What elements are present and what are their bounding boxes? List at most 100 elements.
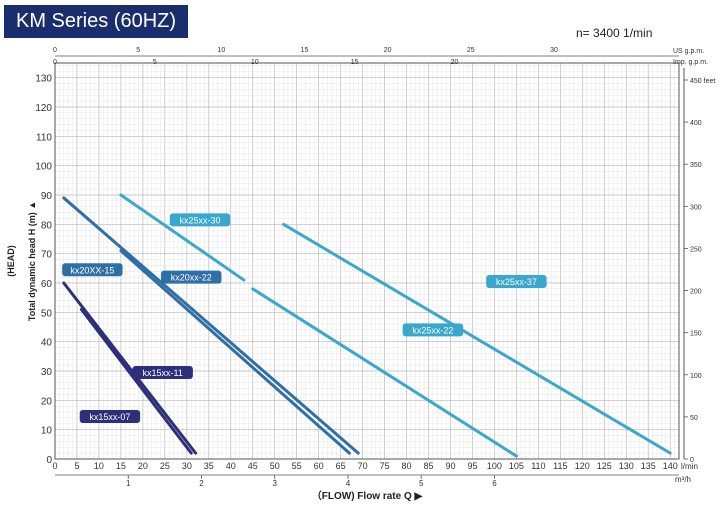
- impgpm-tick-label: 0: [53, 59, 57, 66]
- x-tick-label: 130: [619, 461, 634, 471]
- y-tick-label: 70: [41, 250, 53, 261]
- y-axis-outer-label: (HEAD): [6, 245, 16, 277]
- series-label: kx15xx-11: [142, 368, 182, 378]
- x-tick-label: 55: [292, 461, 302, 471]
- series-line-kx25xx-30: [119, 193, 246, 282]
- m3h-tick-label: 6: [492, 479, 497, 488]
- x-tick-label: 120: [575, 461, 590, 471]
- y-tick-label: 90: [41, 191, 53, 202]
- y-tick-label: 110: [36, 132, 52, 143]
- x-tick-label: 50: [270, 461, 280, 471]
- series-line-kx15xx-07: [79, 307, 193, 455]
- series-line-kx25xx-22: [251, 287, 518, 458]
- y-tick-label: 100: [35, 162, 52, 173]
- m3h-tick-label: 4: [346, 479, 351, 488]
- x-tick-label: 95: [467, 461, 477, 471]
- usgpm-unit: US g.p.m.: [673, 48, 704, 55]
- x-tick-label: 70: [358, 461, 368, 471]
- feet-tick-label: 0: [690, 457, 694, 464]
- y-tick-label: 30: [41, 367, 53, 378]
- series-line-kx20XX-15: [62, 196, 360, 455]
- y-axis-label: Total dynamic head H (m) ▲: [27, 201, 37, 321]
- x-tick-label: 125: [597, 461, 612, 471]
- x-tick-label: 135: [641, 461, 656, 471]
- series-label: kx20XX-15: [70, 265, 114, 275]
- series-line-kx15xx-11: [62, 281, 198, 455]
- series-label-box: [79, 409, 141, 423]
- speed-label: n= 3400 1/min: [576, 26, 653, 40]
- y-tick-label: 60: [41, 279, 53, 290]
- series-label-box: [402, 323, 464, 337]
- x-tick-label: 30: [182, 461, 192, 471]
- usgpm-tick-label: 0: [53, 47, 57, 54]
- x-axis-label: （FLOW) Flow rate Q ▶: [312, 489, 424, 502]
- x-tick-label: 60: [314, 461, 324, 471]
- usgpm-tick-label: 5: [136, 47, 140, 54]
- x-tick-label: 5: [74, 461, 79, 471]
- usgpm-tick-label: 15: [301, 47, 309, 54]
- usgpm-tick-label: 10: [217, 47, 225, 54]
- series-label: kx25xx-22: [412, 325, 453, 335]
- feet-tick-label: 150: [690, 331, 702, 338]
- feet-tick-label: 400: [690, 120, 702, 127]
- usgpm-tick-label: 20: [384, 47, 392, 54]
- series-label: kx25xx-30: [179, 215, 220, 225]
- plot-frame: [54, 62, 680, 460]
- x-tick-label: 115: [553, 461, 567, 471]
- series-label: kx20xx-22: [171, 273, 212, 283]
- impgpm-unit: Imp. g.p.m.: [673, 59, 708, 66]
- x-tick-label: 0: [52, 461, 57, 471]
- series-label-box: [486, 275, 547, 289]
- x-tick-label: 100: [487, 461, 502, 471]
- x-unit-m3h: m³/h: [675, 475, 691, 484]
- m3h-tick-label: 2: [199, 479, 204, 488]
- y-tick-label: 0: [46, 455, 52, 466]
- x-tick-label: 40: [226, 461, 236, 471]
- impgpm-tick-label: 10: [251, 59, 259, 66]
- m3h-tick-label: 5: [419, 479, 424, 488]
- impgpm-tick-label: 20: [451, 59, 459, 66]
- series-label: kx15xx-07: [89, 412, 130, 422]
- x-tick-label: 75: [380, 461, 390, 471]
- x-tick-label: 15: [116, 461, 126, 471]
- usgpm-tick-label: 30: [550, 47, 558, 54]
- m3h-tick-label: 3: [272, 479, 277, 488]
- series-label-box: [62, 263, 123, 277]
- y-tick-label: 20: [41, 396, 53, 407]
- feet-tick-label: 300: [690, 204, 702, 211]
- y-tick-label: 40: [41, 338, 53, 349]
- x-tick-label: 90: [445, 461, 455, 471]
- x-tick-label: 110: [531, 461, 545, 471]
- impgpm-tick-label: 15: [351, 59, 359, 66]
- feet-tick-label: 100: [690, 373, 702, 380]
- series-label-box: [132, 365, 193, 379]
- x-tick-label: 10: [94, 461, 104, 471]
- series-line-kx25xx-37: [282, 222, 672, 455]
- x-tick-label: 45: [248, 461, 258, 471]
- m3h-tick-label: 1: [126, 479, 131, 488]
- impgpm-tick-label: 5: [153, 59, 157, 66]
- series-line-kx20xx-22: [119, 249, 351, 455]
- x-tick-label: 25: [160, 461, 170, 471]
- x-tick-label: 85: [424, 461, 434, 471]
- y-tick-label: 10: [41, 426, 53, 437]
- x-tick-label: 20: [138, 461, 148, 471]
- x-tick-label: 35: [204, 461, 214, 471]
- feet-tick-label: 200: [690, 289, 702, 296]
- y-tick-label: 80: [41, 220, 53, 231]
- feet-tick-label: 50: [690, 415, 698, 422]
- usgpm-tick-label: 25: [467, 47, 475, 54]
- y-tick-label: 130: [35, 74, 52, 85]
- x-tick-label: 140: [663, 461, 678, 471]
- y-tick-label: 120: [35, 103, 52, 114]
- feet-tick-label: 350: [690, 162, 702, 169]
- series-label: kx25xx-37: [496, 277, 537, 287]
- x-tick-label: 65: [336, 461, 346, 471]
- x-tick-label: 105: [509, 461, 524, 471]
- feet-tick-label: 450 feet: [690, 78, 715, 85]
- series-label-box: [161, 270, 222, 284]
- x-tick-label: 80: [402, 461, 412, 471]
- x-unit-lmin: l/min: [681, 462, 698, 471]
- feet-tick-label: 250: [690, 246, 702, 253]
